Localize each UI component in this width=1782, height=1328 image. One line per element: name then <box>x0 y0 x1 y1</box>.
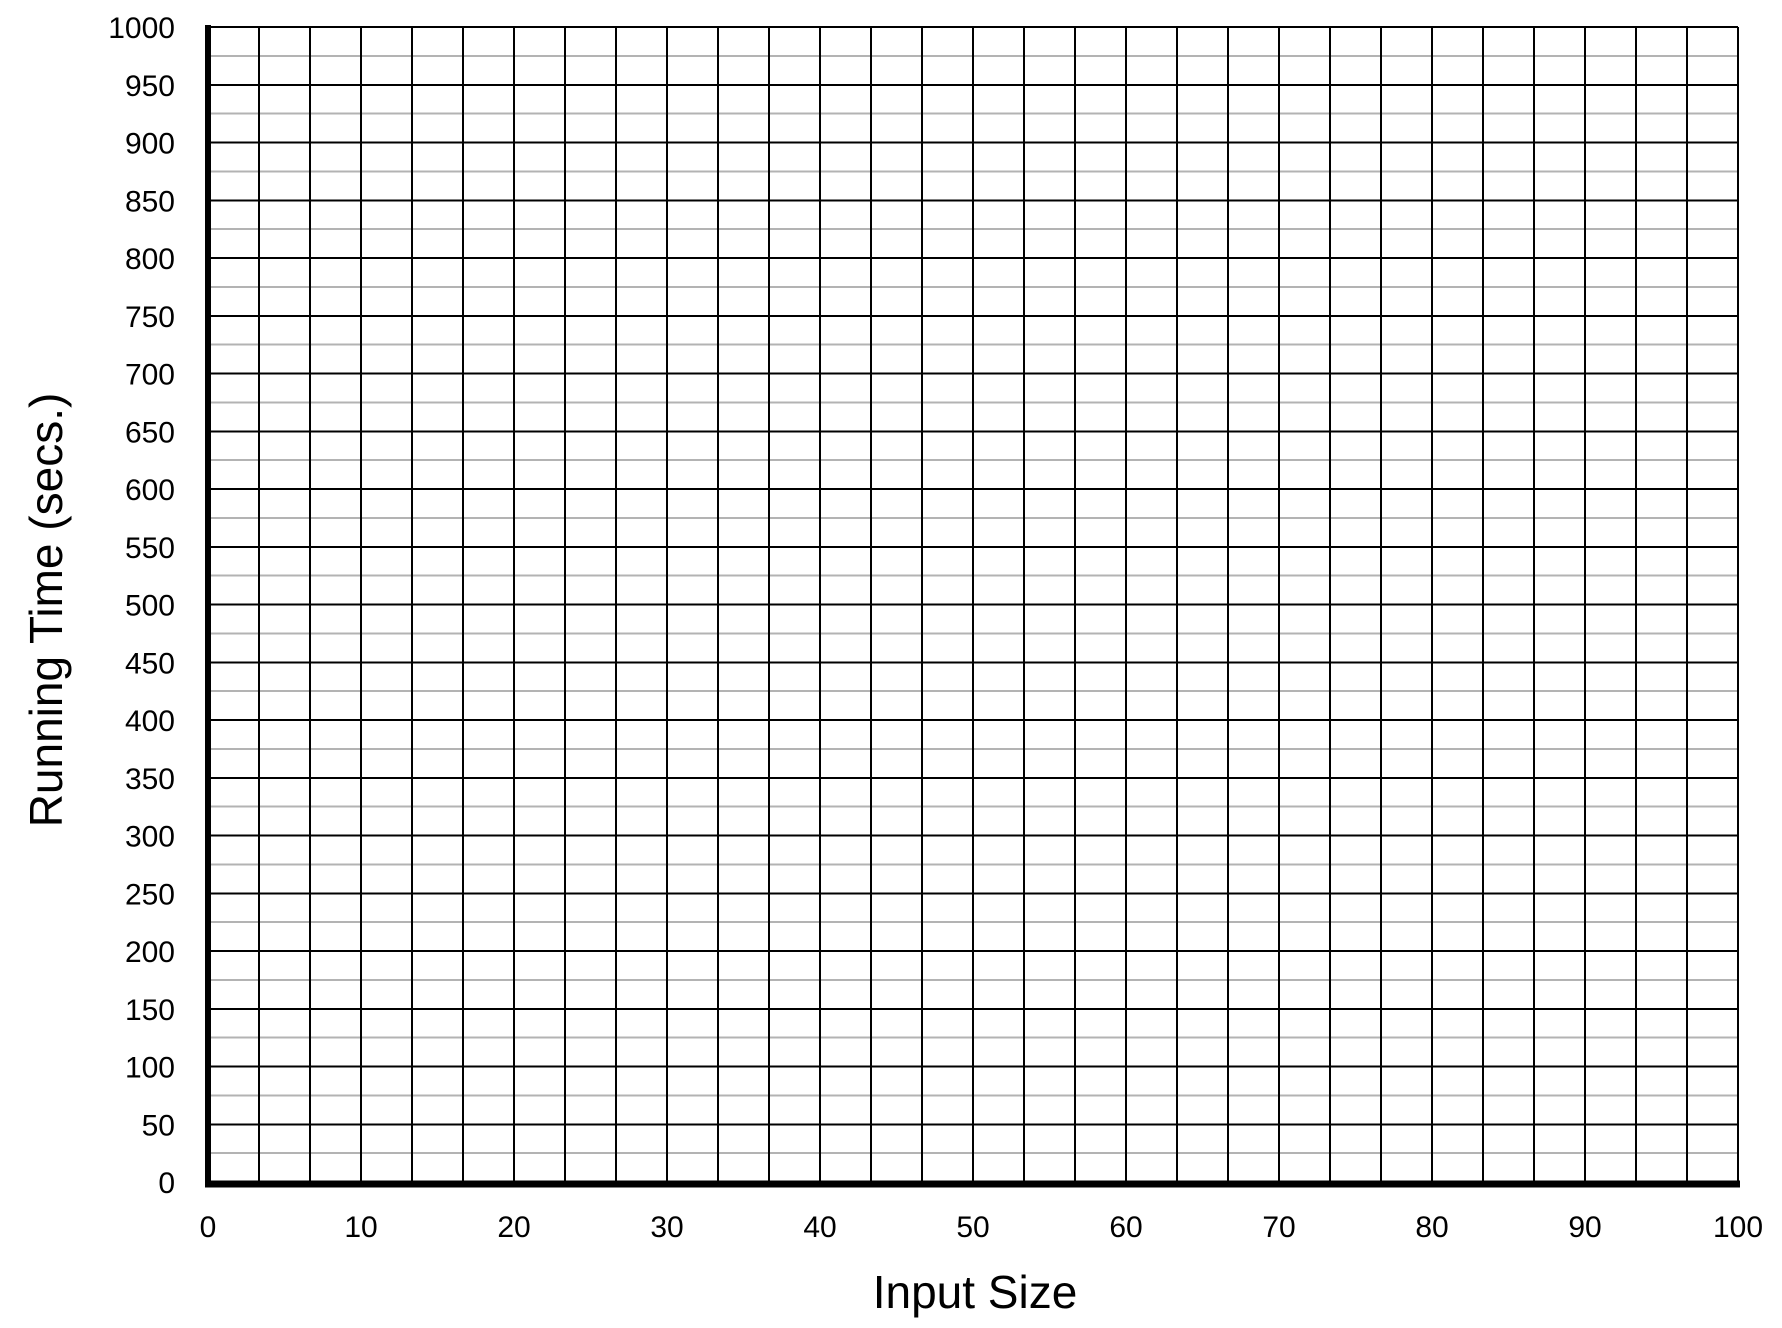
x-tick-label: 40 <box>803 1211 836 1244</box>
x-tick-label: 30 <box>650 1211 683 1244</box>
y-tick-label: 300 <box>125 821 175 854</box>
y-tick-label: 650 <box>125 416 175 449</box>
major-gridlines <box>207 26 1739 1183</box>
y-tick-label: 550 <box>125 532 175 565</box>
x-tick-label: 90 <box>1568 1211 1601 1244</box>
y-tick-label: 750 <box>125 301 175 334</box>
x-axis-title: Input Size <box>873 1266 1078 1318</box>
x-tick-label: 80 <box>1415 1211 1448 1244</box>
y-tick-label: 1000 <box>108 12 175 45</box>
x-tick-label: 70 <box>1262 1211 1295 1244</box>
y-tick-label: 500 <box>125 590 175 623</box>
y-tick-label: 100 <box>125 1052 175 1085</box>
y-tick-label: 950 <box>125 70 175 103</box>
x-tick-label: 10 <box>344 1211 377 1244</box>
x-tick-labels: 0 10 20 30 40 50 60 70 80 90 100 <box>200 1211 1763 1244</box>
y-tick-label: 900 <box>125 128 175 161</box>
y-tick-label: 250 <box>125 878 175 911</box>
x-tick-label: 20 <box>497 1211 530 1244</box>
x-tick-label: 100 <box>1713 1211 1763 1244</box>
y-tick-label: 850 <box>125 185 175 218</box>
axes <box>205 25 1740 1188</box>
x-tick-label: 50 <box>956 1211 989 1244</box>
y-tick-label: 600 <box>125 474 175 507</box>
y-axis-title: Running Time (secs.) <box>20 393 72 828</box>
y-tick-label: 0 <box>158 1167 175 1200</box>
y-tick-label: 400 <box>125 705 175 738</box>
y-tick-label: 800 <box>125 243 175 276</box>
y-tick-label: 200 <box>125 936 175 969</box>
x-tick-label: 0 <box>200 1211 217 1244</box>
y-tick-labels: 0 50 100 150 200 250 300 350 400 450 500 550 600 650 7… <box>108 12 175 1200</box>
y-tick-label: 350 <box>125 763 175 796</box>
y-tick-label: 150 <box>125 994 175 1027</box>
y-tick-label: 50 <box>142 1109 175 1142</box>
x-tick-label: 60 <box>1109 1211 1142 1244</box>
y-tick-label: 450 <box>125 647 175 680</box>
y-tick-label: 700 <box>125 359 175 392</box>
